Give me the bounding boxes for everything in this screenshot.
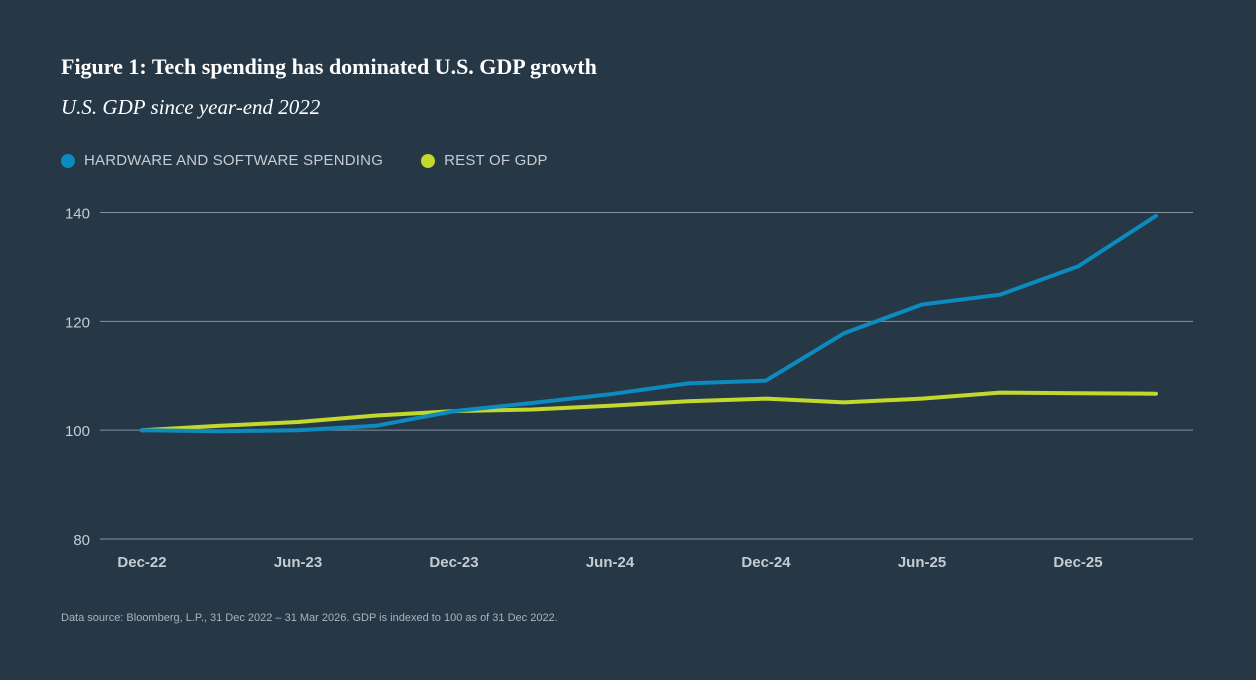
x-tick-label-jun-24: Jun-24: [586, 554, 635, 571]
x-tick-label-jun-25: Jun-25: [898, 554, 946, 571]
data-source-note: Data source: Bloomberg, L.P., 31 Dec 202…: [61, 612, 558, 624]
chart-subtitle: U.S. GDP since year-end 2022: [61, 95, 321, 119]
chart-title: Figure 1: Tech spending has dominated U.…: [61, 54, 597, 79]
chart-legend: HARDWARE AND SOFTWARE SPENDING REST OF G…: [61, 152, 548, 169]
series-line-hardware-and-software-spending: [140, 213, 1158, 434]
legend-item-rest-of-gdp: REST OF GDP: [421, 152, 548, 169]
line-chart: 140 120 100 80 Dec-22 Jun-23 Dec-23 Jun-24 Dec-2…: [65, 206, 1193, 571]
x-tick-label-jun-23: Jun-23: [274, 554, 322, 571]
legend-label-hardware-software: HARDWARE AND SOFTWARE SPENDING: [84, 152, 384, 169]
legend-item-hardware-software: HARDWARE AND SOFTWARE SPENDING: [61, 152, 383, 169]
series-line-rest-of-gdp: [140, 390, 1158, 433]
x-tick-label-dec-25: Dec-25: [1053, 554, 1102, 571]
x-tick-label-dec-24: Dec-24: [741, 554, 791, 571]
x-tick-label-dec-23: Dec-23: [429, 554, 478, 571]
y-tick-label-120: 120: [65, 314, 90, 331]
y-tick-label-100: 100: [65, 423, 90, 440]
x-tick-label-dec-22: Dec-22: [117, 554, 166, 571]
legend-label-rest-of-gdp: REST OF GDP: [444, 152, 548, 169]
legend-swatch-hardware-software: [61, 153, 75, 168]
y-tick-label-80: 80: [73, 532, 90, 549]
legend-swatch-rest-of-gdp: [421, 153, 436, 168]
y-tick-label-140: 140: [65, 206, 90, 223]
